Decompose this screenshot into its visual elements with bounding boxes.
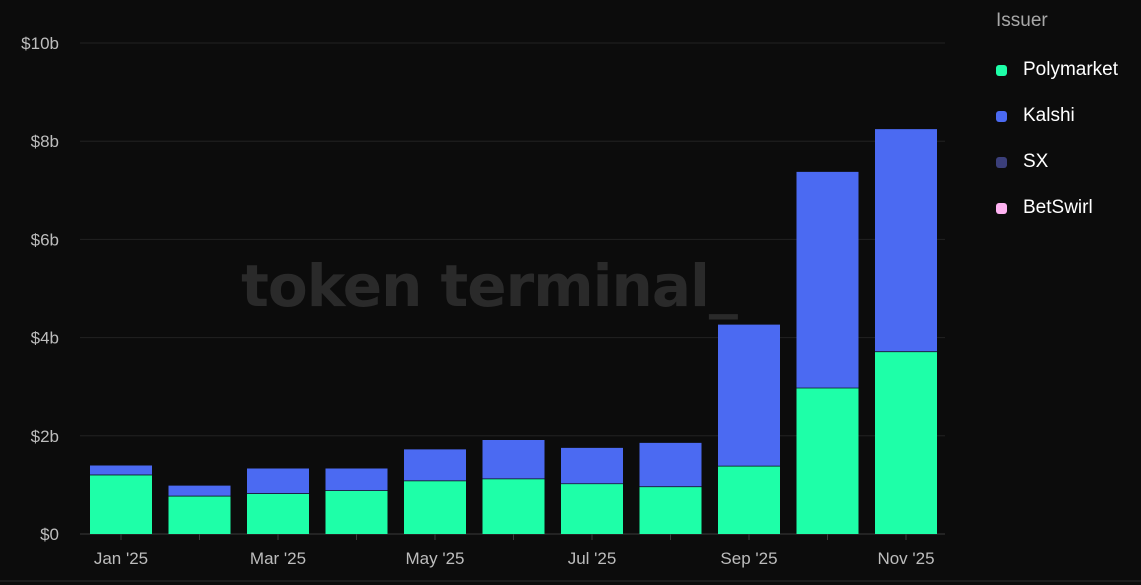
legend-label: BetSwirl — [1023, 197, 1093, 218]
bar-polymarket[interactable] — [718, 465, 780, 534]
y-axis: $0 $2b $4b $6b $8b $10b — [21, 34, 59, 544]
bar-polymarket[interactable] — [404, 480, 466, 534]
x-tick-label: Sep '25 — [720, 549, 777, 568]
legend-swatch-betswirl — [996, 202, 1007, 214]
bar-kalshi[interactable] — [561, 447, 623, 484]
legend-label: Kalshi — [1023, 105, 1075, 126]
bar-kalshi[interactable] — [482, 439, 545, 479]
watermark-text: token terminal_ — [241, 252, 738, 320]
bar-kalshi[interactable] — [168, 484, 231, 496]
y-tick-label: $4b — [31, 329, 59, 348]
x-tick-label: Jul '25 — [568, 549, 617, 568]
x-tick-label: Jan '25 — [94, 549, 148, 568]
bar-polymarket[interactable] — [90, 474, 152, 534]
y-tick-label: $10b — [21, 34, 59, 53]
bar-polymarket[interactable] — [561, 483, 623, 534]
legend-swatch-sx — [996, 156, 1007, 168]
bar-polymarket[interactable] — [168, 495, 231, 534]
legend-label: SX — [1023, 151, 1049, 172]
x-tick-label: Nov '25 — [877, 549, 934, 568]
bar-kalshi[interactable] — [247, 467, 309, 494]
y-tick-label: $6b — [31, 230, 59, 249]
legend: Issuer Polymarket Kalshi SX BetSwirl — [996, 8, 1141, 232]
stacked-bar-chart: token terminal_ $0 $2b $4b $6b $8b $10b Jan '… — [21, 34, 945, 568]
y-tick-label: $8b — [31, 132, 59, 151]
bar-polymarket[interactable] — [482, 478, 545, 534]
legend-item-sx[interactable]: SX — [996, 138, 1141, 186]
bar-kalshi[interactable] — [718, 323, 780, 466]
y-tick-label: $2b — [31, 427, 59, 446]
legend-item-kalshi[interactable]: Kalshi — [996, 92, 1141, 140]
bar-polymarket[interactable] — [796, 387, 859, 534]
legend-swatch-polymarket — [996, 64, 1007, 76]
bottom-divider — [0, 580, 1141, 582]
x-axis: Jan '25 Mar '25 May '25 Jul '25 Sep '25 Nov '… — [94, 534, 935, 568]
bar-kalshi[interactable] — [90, 464, 152, 475]
legend-title: Issuer — [996, 10, 1048, 31]
bars — [90, 127, 937, 534]
y-tick-label: $0 — [40, 525, 59, 544]
bar-polymarket[interactable] — [247, 493, 309, 534]
bar-kalshi[interactable] — [875, 128, 937, 352]
legend-item-polymarket[interactable]: Polymarket — [996, 46, 1141, 94]
bar-polymarket[interactable] — [875, 351, 937, 534]
bar-kalshi[interactable] — [404, 448, 466, 481]
bar-kalshi[interactable] — [325, 467, 388, 491]
legend-item-betswirl[interactable]: BetSwirl — [996, 184, 1141, 232]
x-tick-label: May '25 — [406, 549, 465, 568]
bar-polymarket[interactable] — [639, 486, 702, 534]
legend-swatch-kalshi — [996, 110, 1007, 122]
bar-polymarket[interactable] — [325, 490, 388, 534]
bar-kalshi[interactable] — [639, 442, 702, 487]
legend-label: Polymarket — [1023, 59, 1119, 80]
bar-kalshi[interactable] — [796, 171, 859, 388]
x-tick-label: Mar '25 — [250, 549, 306, 568]
